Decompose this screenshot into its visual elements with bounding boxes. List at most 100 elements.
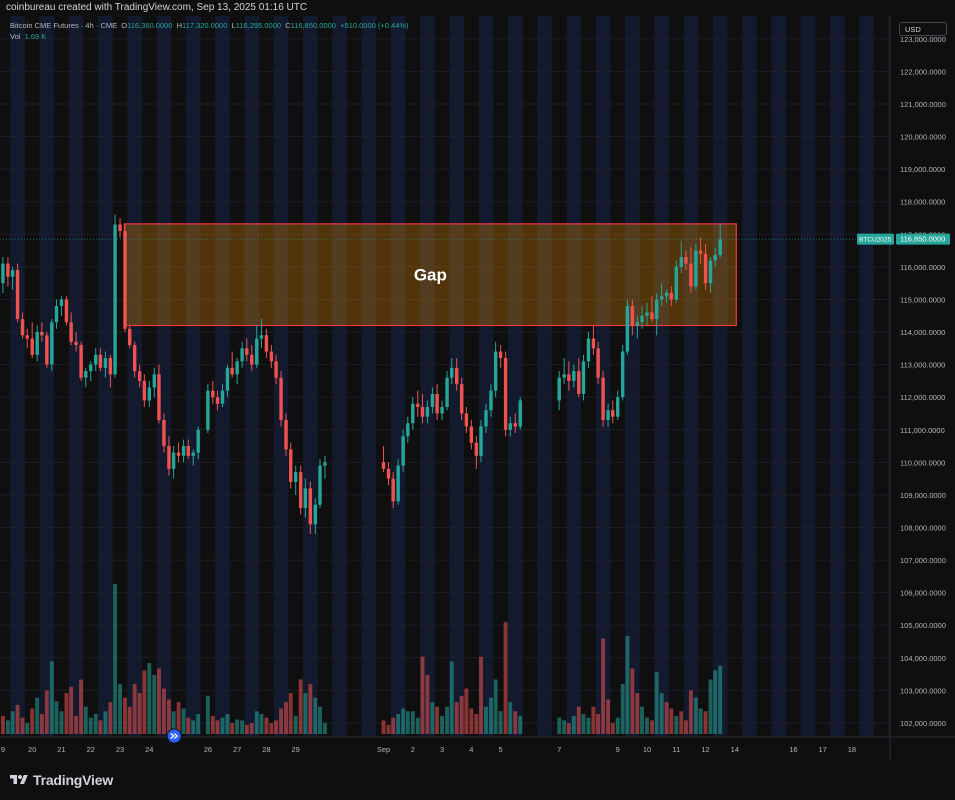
- session-band: [800, 16, 816, 736]
- candle: [269, 351, 274, 362]
- volume-bar: [401, 708, 406, 734]
- price-chart[interactable]: Gap 102,000.0000 103,000.0000 104,000.0000 1…: [0, 16, 955, 760]
- candle: [289, 449, 293, 482]
- candle: [279, 377, 283, 420]
- candle: [284, 419, 288, 450]
- volume-bar: [459, 695, 464, 734]
- tradingview-logo[interactable]: TradingView: [8, 771, 113, 789]
- y-tick-label: 108,000.0000: [900, 523, 946, 532]
- volume-bar: [264, 717, 269, 734]
- volume-bar: [566, 723, 571, 734]
- volume-bar: [181, 708, 186, 734]
- candle: [113, 224, 117, 375]
- candle: [186, 446, 190, 456]
- x-tick-label: 16: [789, 745, 797, 754]
- candle: [45, 335, 49, 365]
- volume-bar: [498, 711, 503, 734]
- volume-bar: [313, 697, 318, 734]
- high-label: H: [176, 21, 183, 30]
- candle: [645, 312, 649, 316]
- candle: [435, 393, 439, 414]
- volume-bar: [669, 708, 674, 734]
- candle: [635, 322, 640, 326]
- footer: TradingView: [0, 760, 955, 800]
- volume-bar: [410, 711, 415, 734]
- x-tick-label: 4: [469, 745, 473, 754]
- volume-bar: [562, 720, 567, 734]
- volume-bar: [5, 720, 10, 734]
- y-tick-label: 110,000.0000: [900, 458, 945, 467]
- candle: [230, 367, 234, 375]
- candle: [30, 338, 34, 355]
- symbol-tag-label: BTCU2025: [859, 237, 892, 244]
- candle: [401, 436, 405, 466]
- volume-bar: [318, 706, 322, 734]
- candle: [674, 266, 678, 300]
- candle: [625, 305, 630, 352]
- volume-bar: [142, 670, 147, 734]
- volume-bar: [186, 717, 191, 734]
- y-tick-label: 115,000.0000: [900, 295, 945, 304]
- x-tick-label: 26: [204, 745, 212, 754]
- candle: [191, 452, 195, 456]
- volume-bar: [171, 711, 176, 734]
- volume-bar: [132, 684, 137, 734]
- chart-canvas[interactable]: Gap 102,000.0000 103,000.0000 104,000.0000 1…: [0, 16, 955, 760]
- volume-bar: [381, 720, 386, 734]
- volume-bar: [659, 693, 664, 734]
- tradingview-brand: TradingView: [33, 772, 114, 788]
- volume-bar: [103, 711, 108, 734]
- candle: [181, 446, 186, 456]
- volume-bar: [420, 656, 425, 734]
- y-tick-label: 107,000.0000: [900, 556, 946, 565]
- volume-bar: [449, 661, 454, 734]
- y-tick-label: 114,000.0000: [900, 328, 945, 337]
- volume-bar: [10, 711, 15, 734]
- volume-bar: [576, 706, 581, 734]
- volume-bar: [293, 715, 298, 734]
- volume-bar: [191, 720, 196, 734]
- close-label: C: [285, 21, 291, 30]
- volume-bar: [698, 708, 703, 734]
- candle: [298, 472, 303, 508]
- volume-bar: [20, 717, 25, 734]
- open-value: 116,360.0000: [127, 21, 173, 30]
- candle: [98, 354, 103, 368]
- session-band: [303, 16, 318, 736]
- currency-button[interactable]: USD: [899, 22, 947, 36]
- volume-bar: [610, 723, 615, 734]
- volume-bar: [440, 715, 445, 734]
- volume-bar: [518, 715, 523, 734]
- volume-bar: [118, 684, 122, 734]
- symbol-tag: [857, 233, 894, 245]
- volume-bar: [98, 720, 103, 734]
- candle: [450, 367, 454, 378]
- candle: [659, 296, 664, 300]
- candle: [215, 397, 220, 404]
- candle: [6, 263, 10, 277]
- volume-bar: [244, 724, 249, 734]
- x-tick-label: 2: [411, 745, 415, 754]
- volume-bar: [415, 717, 420, 734]
- session-band: [625, 16, 640, 736]
- volume-bar: [581, 714, 586, 734]
- volume-bar: [493, 679, 498, 734]
- candle: [162, 419, 166, 447]
- session-band: [420, 16, 435, 736]
- candle: [84, 371, 88, 378]
- volume-bar: [25, 723, 30, 734]
- candle: [118, 224, 122, 232]
- volume-bar: [88, 717, 93, 734]
- volume-row: Vol 1.69 K: [10, 31, 409, 42]
- x-tick-label: 28: [262, 745, 270, 754]
- session-band: [332, 16, 347, 736]
- session-band: [771, 16, 787, 736]
- volume-bar: [93, 714, 98, 734]
- x-tick-label: 22: [87, 745, 95, 754]
- x-tick-label: 12: [701, 745, 709, 754]
- candle: [440, 406, 444, 414]
- attribution-text: coinbureau created with TradingView.com,…: [6, 2, 308, 13]
- volume-bar: [586, 717, 591, 734]
- candle: [313, 504, 318, 525]
- y-tick-label: 116,000.0000: [900, 263, 945, 272]
